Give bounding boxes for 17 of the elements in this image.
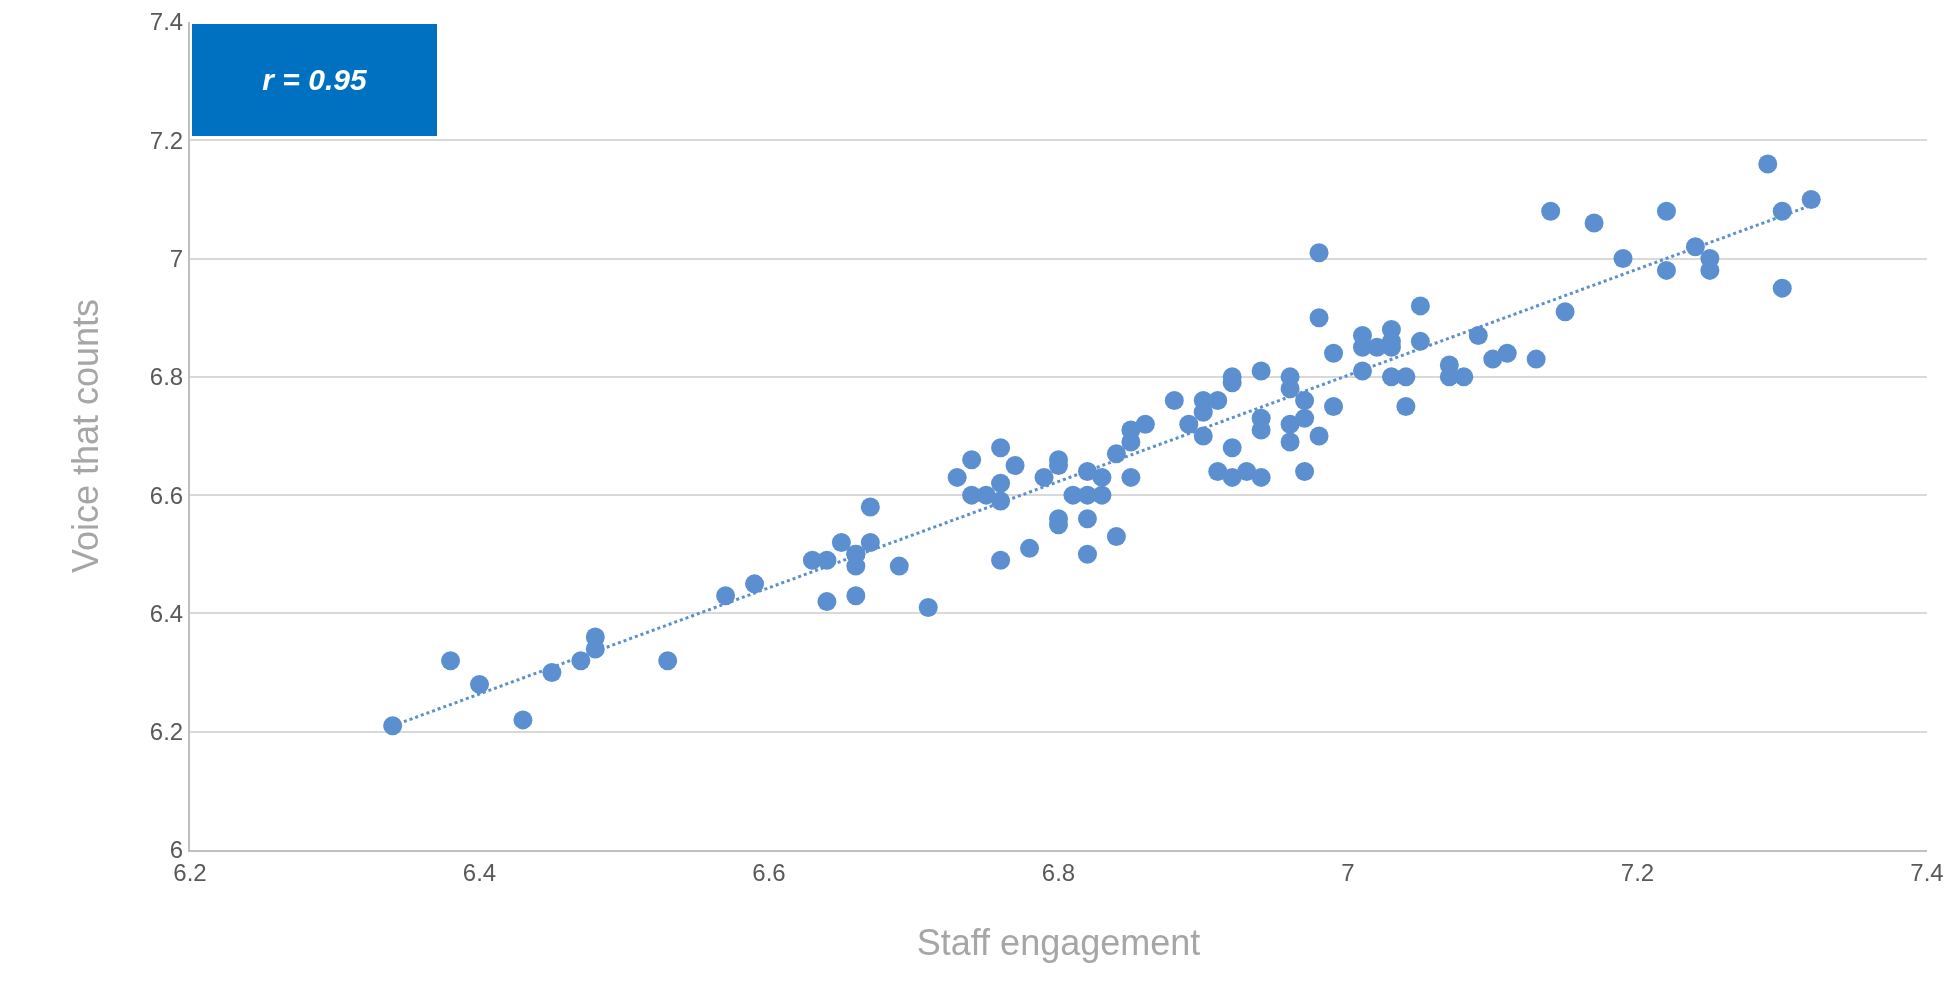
y-tick-label: 7.2 xyxy=(149,126,184,154)
y-tick-label: 6.8 xyxy=(149,363,184,391)
y-axis-title: Voice that counts xyxy=(65,298,107,574)
x-axis-title: Staff engagement xyxy=(916,922,1201,963)
x-tick-label: 6.4 xyxy=(462,858,497,886)
y-tick-label: 7 xyxy=(169,244,184,272)
x-tick-label: 6.8 xyxy=(1041,858,1076,886)
x-tick-label: 7.2 xyxy=(1620,858,1655,886)
y-tick-label: 6 xyxy=(169,836,184,864)
y-tick-label: 6.2 xyxy=(149,718,184,746)
y-tick-label: 6.6 xyxy=(149,481,184,509)
x-tick-label: 6.6 xyxy=(752,858,786,886)
y-tick-label: 7.4 xyxy=(149,8,184,36)
y-tick-label: 6.4 xyxy=(149,599,184,627)
x-tick-label: 7 xyxy=(1341,858,1355,886)
x-tick-label: 7.4 xyxy=(1910,858,1944,886)
label-box: r = 0.95 xyxy=(192,24,437,136)
